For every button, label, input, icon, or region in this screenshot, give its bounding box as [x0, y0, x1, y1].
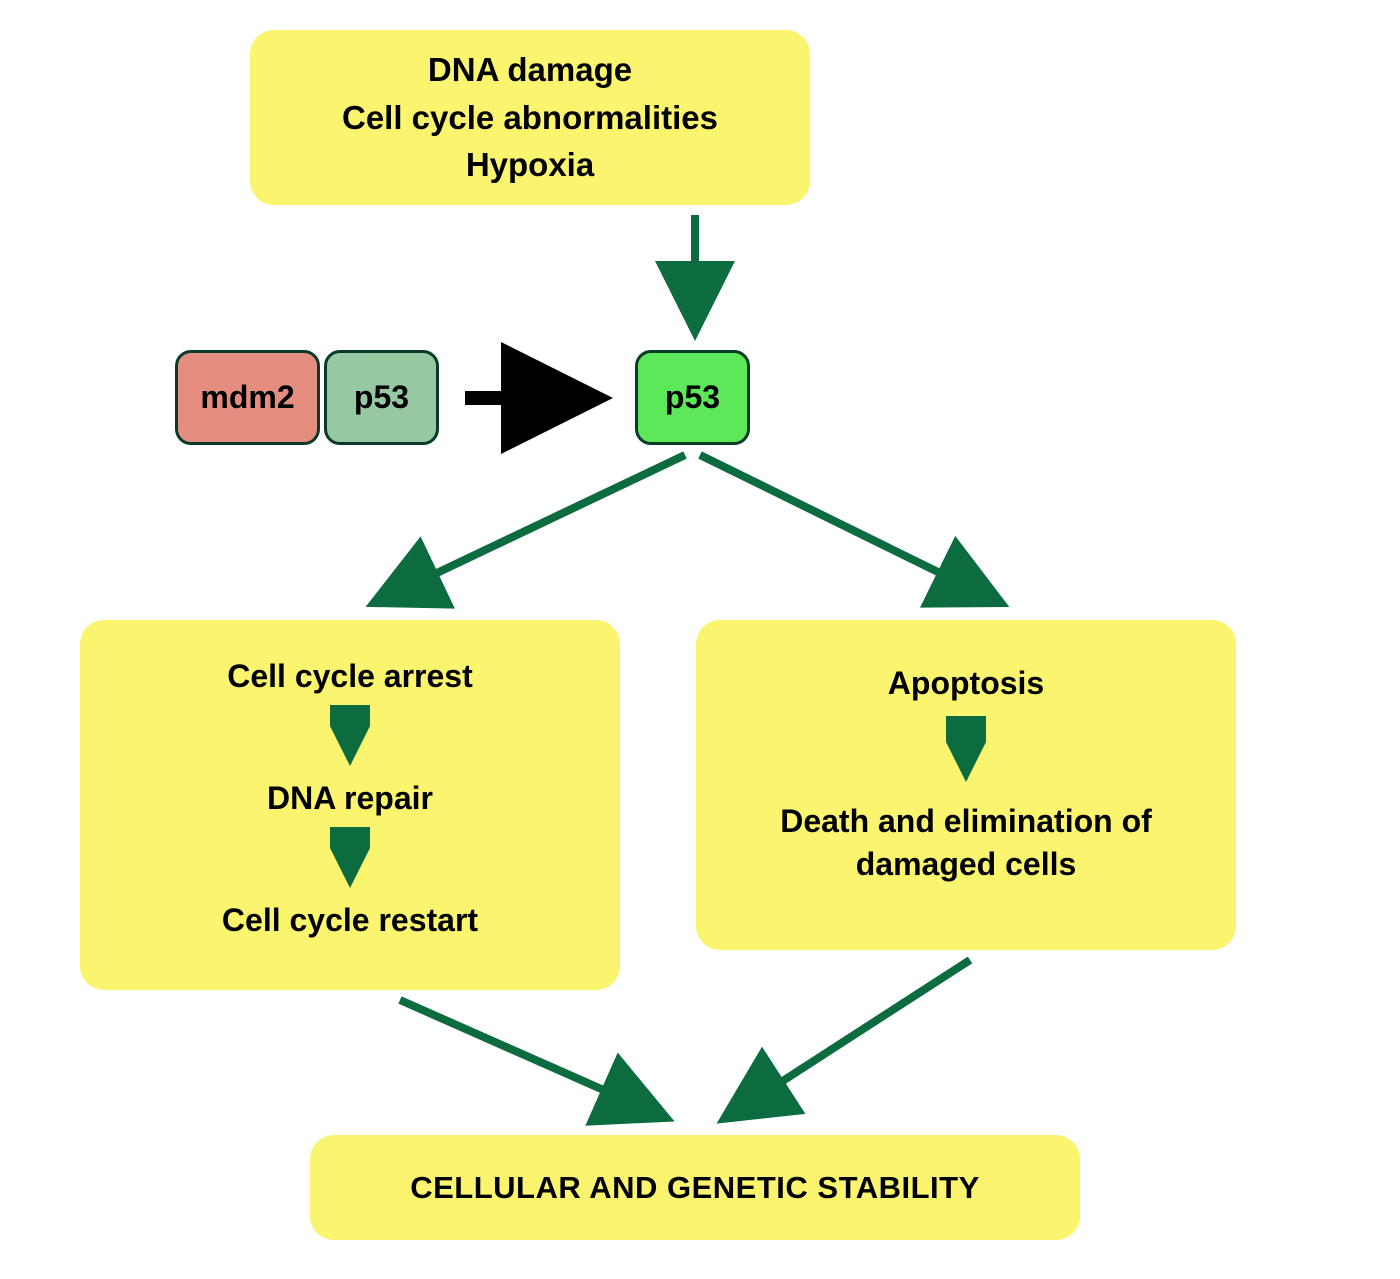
arrow-left-to-outcome	[400, 1000, 700, 1135]
mdm2-label: mdm2	[200, 379, 294, 416]
stimuli-line-2: Cell cycle abnormalities	[342, 94, 718, 142]
arrow-right-to-outcome	[710, 960, 1010, 1135]
arrow-p53-to-right	[700, 455, 1050, 625]
stimuli-line-3: Hypoxia	[466, 141, 594, 189]
left-item-2: DNA repair	[267, 780, 433, 817]
outcome-label: CELLULAR AND GENETIC STABILITY	[410, 1170, 980, 1206]
mdm2-box: mdm2	[175, 350, 320, 445]
left-item-1: Cell cycle arrest	[227, 658, 473, 695]
p53-bound-label: p53	[354, 379, 409, 416]
outcome-box: CELLULAR AND GENETIC STABILITY	[310, 1135, 1080, 1240]
arrow-right-internal-1	[946, 716, 986, 786]
right-item-2: Death and elimination of damaged cells	[696, 800, 1236, 886]
p53-active-box: p53	[635, 350, 750, 445]
stimuli-box: DNA damage Cell cycle abnormalities Hypo…	[250, 30, 810, 205]
arrow-stimuli-to-p53	[675, 215, 715, 345]
arrow-left-internal-1	[330, 705, 370, 770]
stimuli-line-1: DNA damage	[428, 46, 632, 94]
right-pathway-box: Apoptosis Death and elimination of damag…	[696, 620, 1236, 950]
left-pathway-box: Cell cycle arrest DNA repair Cell cycle …	[80, 620, 620, 990]
p53-bound-box: p53	[324, 350, 439, 445]
left-item-3: Cell cycle restart	[222, 902, 478, 939]
arrow-p53-to-left	[350, 455, 700, 625]
arrow-complex-to-active	[465, 378, 620, 418]
right-item-1: Apoptosis	[888, 665, 1044, 702]
arrow-left-internal-2	[330, 827, 370, 892]
p53-active-label: p53	[665, 379, 720, 416]
